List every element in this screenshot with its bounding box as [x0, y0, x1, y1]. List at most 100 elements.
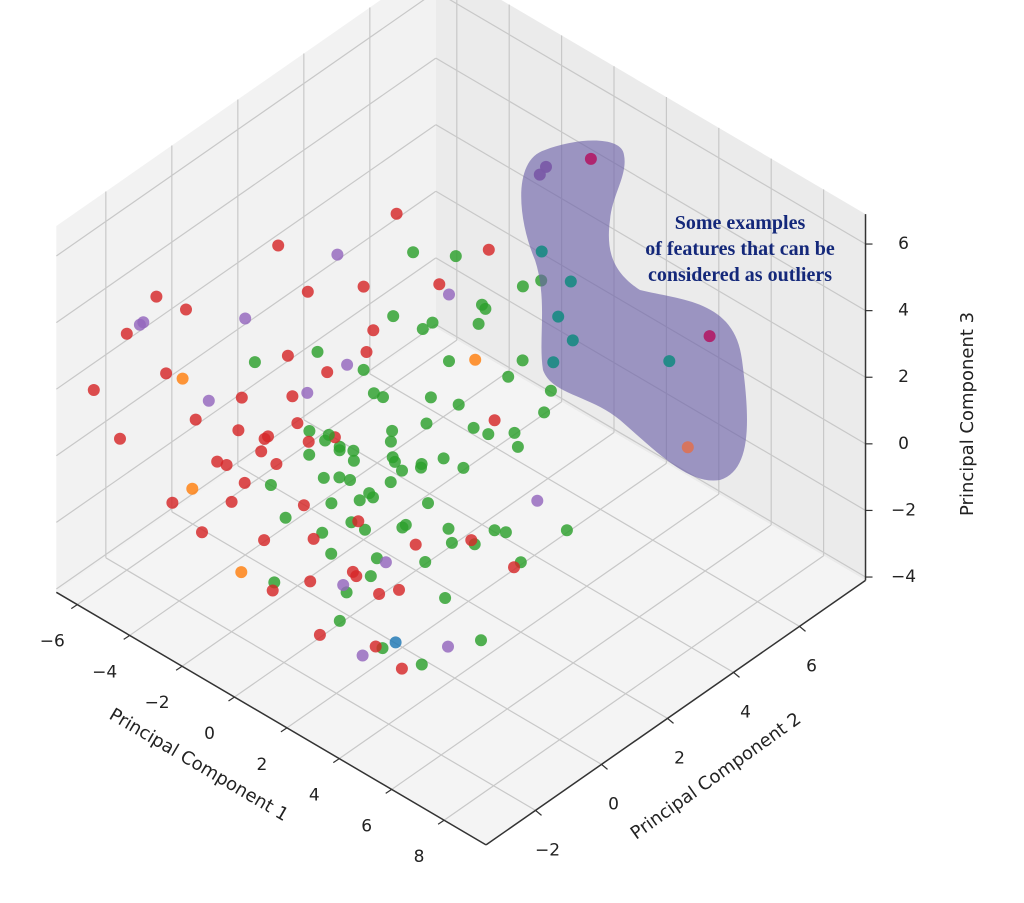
- x-tick: [437, 819, 445, 825]
- data-point: [407, 246, 420, 259]
- data-point: [211, 455, 224, 468]
- data-point: [377, 391, 389, 404]
- outlier-point: [533, 168, 546, 181]
- data-point: [333, 444, 346, 457]
- data-point: [286, 390, 299, 403]
- data-point: [393, 583, 405, 596]
- data-point: [465, 534, 478, 547]
- data-point: [225, 495, 238, 508]
- z-tick-label: −2: [891, 500, 916, 520]
- data-point: [87, 384, 100, 396]
- data-point: [367, 491, 379, 504]
- annotation-line-2: of features that can be: [645, 238, 835, 260]
- x-tick-label: −2: [145, 693, 170, 713]
- y-tick: [733, 671, 740, 678]
- data-point: [202, 394, 215, 407]
- x-tick-label: −6: [40, 632, 65, 652]
- data-point: [291, 417, 304, 430]
- data-point: [467, 421, 480, 434]
- data-point: [235, 391, 248, 404]
- data-point: [333, 471, 346, 484]
- data-point: [379, 556, 392, 569]
- grid-line-z: [435, 57, 866, 312]
- z-tick-label: −4: [891, 567, 916, 587]
- data-point: [120, 327, 133, 340]
- data-point: [352, 515, 365, 528]
- data-point: [331, 248, 344, 261]
- y-tick-label: 2: [674, 748, 685, 768]
- data-point: [508, 426, 521, 439]
- data-point: [396, 464, 408, 477]
- data-point: [301, 386, 314, 399]
- data-point: [416, 323, 429, 335]
- data-point: [150, 290, 163, 303]
- right-back-pane: [435, 0, 866, 581]
- data-point: [472, 317, 485, 330]
- y-tick-label: 4: [740, 702, 751, 722]
- grid-line-z: [55, 323, 437, 590]
- grid-line-z: [435, 124, 866, 378]
- grid-line-z: [449, 0, 866, 245]
- outlier-points: [533, 152, 716, 454]
- data-point: [356, 649, 369, 662]
- data-point: [303, 448, 316, 461]
- data-point: [511, 440, 524, 453]
- data-point: [469, 353, 482, 366]
- data-point: [114, 432, 126, 445]
- z-axis-label: Principal Component 3: [957, 312, 978, 516]
- data-point: [482, 428, 495, 441]
- data-point: [424, 391, 437, 404]
- data-point: [239, 312, 252, 325]
- data-point: [333, 614, 346, 627]
- data-point: [255, 445, 268, 458]
- data-point: [531, 494, 544, 507]
- data-point: [387, 310, 400, 323]
- data-point: [516, 280, 529, 293]
- data-point: [384, 435, 397, 448]
- grid-lines: [55, 0, 866, 821]
- data-point: [189, 413, 202, 426]
- data-point: [238, 476, 251, 489]
- data-point: [442, 522, 455, 535]
- data-point: [266, 584, 279, 597]
- data-point: [337, 579, 350, 591]
- grid-line-y: [303, 419, 734, 673]
- data-point: [389, 636, 402, 649]
- data-point: [482, 243, 495, 256]
- data-point: [538, 406, 551, 419]
- data-point: [196, 526, 208, 539]
- x-tick: [175, 665, 183, 671]
- data-point: [220, 459, 233, 471]
- data-point: [449, 250, 462, 263]
- data-point: [443, 355, 455, 368]
- data-point: [302, 435, 315, 448]
- grid-line-x: [286, 462, 667, 729]
- data-point: [270, 458, 283, 470]
- data-point: [386, 451, 399, 464]
- y-axis-line: [485, 579, 866, 846]
- data-point: [176, 372, 189, 385]
- data-point: [279, 511, 292, 524]
- data-point: [353, 494, 366, 507]
- outlier-point: [681, 441, 694, 454]
- outlier-point: [584, 152, 597, 165]
- data-point: [373, 588, 386, 600]
- grid-line-z: [55, 57, 437, 324]
- data-point: [488, 524, 501, 537]
- data-point: [311, 345, 324, 358]
- outlier-point: [535, 245, 548, 258]
- y-tick: [667, 717, 674, 724]
- data-point: [488, 414, 501, 427]
- grid-line-x: [391, 524, 772, 790]
- data-point: [347, 444, 360, 457]
- z-tick-label: 4: [898, 301, 909, 321]
- x-tick: [280, 727, 288, 733]
- data-point: [235, 566, 248, 579]
- data-point: [325, 497, 338, 510]
- x-tick: [123, 634, 131, 640]
- data-point: [258, 534, 271, 547]
- data-point: [516, 354, 529, 367]
- y-tick-label: −2: [535, 840, 560, 860]
- z-tick-label: 0: [898, 434, 909, 454]
- data-point: [248, 356, 261, 369]
